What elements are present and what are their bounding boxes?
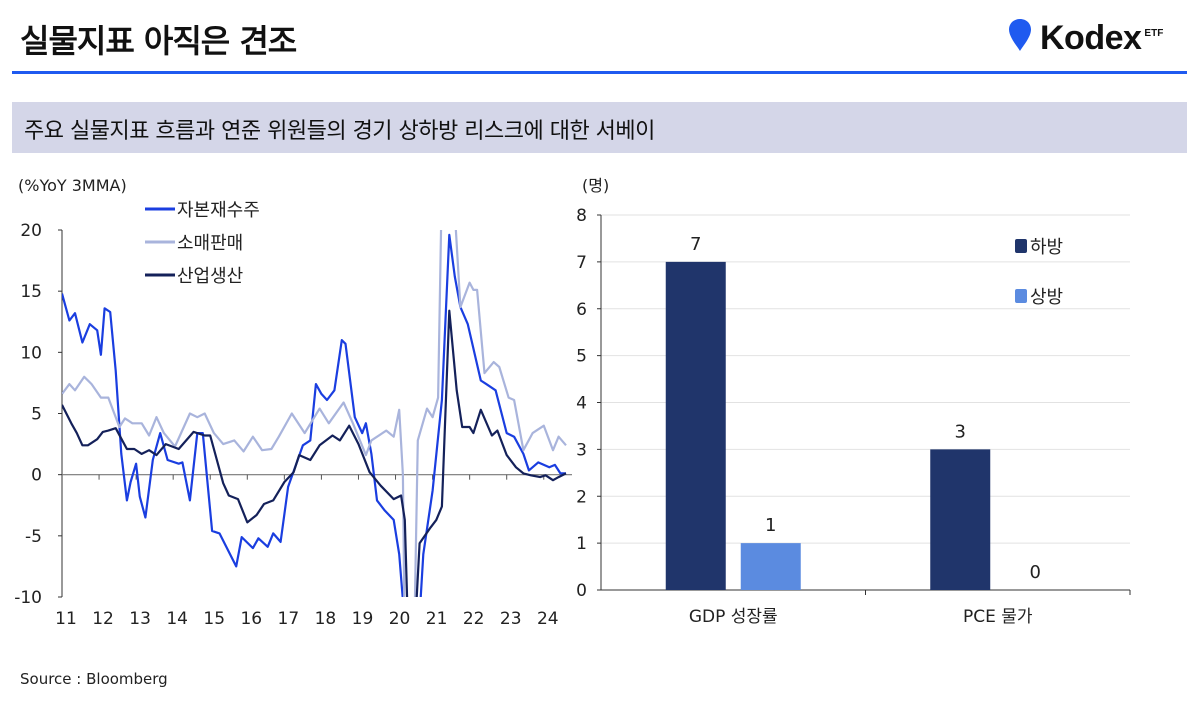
kodex-logo: Kodex ETF <box>1008 18 1163 58</box>
header-rule <box>12 71 1187 74</box>
subtitle: 주요 실물지표 흐름과 연준 위원들의 경기 상하방 리스크에 대한 서베이 <box>24 119 655 144</box>
x-tick-label: 13 <box>129 609 151 629</box>
y-tick-label: 5 <box>31 405 42 425</box>
category-label: PCE 물가 <box>963 607 1033 627</box>
location-pin-icon <box>1009 19 1031 51</box>
subtitle-band: 주요 실물지표 흐름과 연준 위원들의 경기 상하방 리스크에 대한 서베이 <box>12 102 1187 153</box>
legend-swatch <box>1015 239 1027 253</box>
legend-label: 소매판매 <box>177 233 243 254</box>
y-tick-label: 15 <box>20 282 42 302</box>
legend-label: 상방 <box>1030 287 1063 308</box>
x-tick-label: 12 <box>92 609 114 629</box>
series-line-2 <box>62 230 567 597</box>
y-tick-label: 20 <box>20 221 42 241</box>
bar-하방-1 <box>930 449 991 590</box>
y-tick-label: 0 <box>576 581 587 601</box>
bar-상방-0 <box>740 543 801 590</box>
bar-하방-0 <box>665 261 726 590</box>
x-tick-label: 11 <box>55 609 77 629</box>
logo-suffix: ETF <box>1144 28 1164 39</box>
y-tick-label: 10 <box>20 343 42 363</box>
x-tick-label: 20 <box>389 609 411 629</box>
y-tick-label: 1 <box>576 534 587 554</box>
legend-label: 자본재수주 <box>177 200 260 221</box>
line-chart: (%YoY 3MMA) 20 15 10 5 0 -5 -10 11 12 13 14 15 16 17 18… <box>14 176 572 629</box>
y-tick-label: 8 <box>576 206 587 226</box>
legend-swatch <box>1015 289 1027 303</box>
data-label: 1 <box>765 515 776 536</box>
y-tick-label: -5 <box>25 527 42 547</box>
data-label: 0 <box>1030 562 1041 583</box>
y-tick-label: 2 <box>576 487 587 507</box>
x-tick-label: 16 <box>240 609 262 629</box>
y-tick-label: 7 <box>576 253 587 273</box>
x-tick-label: 23 <box>500 609 522 629</box>
y-tick-label: 6 <box>576 300 587 320</box>
legend-label: 산업생산 <box>177 266 243 287</box>
x-tick-label: 18 <box>315 609 337 629</box>
data-label: 7 <box>690 234 701 255</box>
page-title: 실물지표 아직은 견조 <box>20 22 297 60</box>
y-tick-label: 3 <box>576 440 587 460</box>
source-note: Source : Bloomberg <box>20 670 168 688</box>
x-tick-label: 22 <box>463 609 485 629</box>
x-tick-label: 14 <box>166 609 188 629</box>
y-tick-label: 0 <box>31 466 42 486</box>
legend-label: 하방 <box>1030 237 1063 258</box>
y-tick-label: 5 <box>576 347 587 367</box>
y-tick-label: -10 <box>14 588 42 608</box>
logo-wordmark: Kodex <box>1040 19 1142 57</box>
x-tick-label: 19 <box>352 609 374 629</box>
x-tick-label: 15 <box>203 609 225 629</box>
y-axis-unit: (%YoY 3MMA) <box>18 176 127 195</box>
y-axis-unit: (명) <box>582 176 609 195</box>
x-tick-label: 21 <box>426 609 448 629</box>
data-label: 3 <box>955 421 966 442</box>
category-label: GDP 성장률 <box>689 607 778 627</box>
y-tick-label: 4 <box>576 394 587 414</box>
x-tick-label: 17 <box>278 609 300 629</box>
x-tick-label: 24 <box>537 609 559 629</box>
series-line-3 <box>62 309 567 597</box>
series-line-1 <box>62 233 566 597</box>
